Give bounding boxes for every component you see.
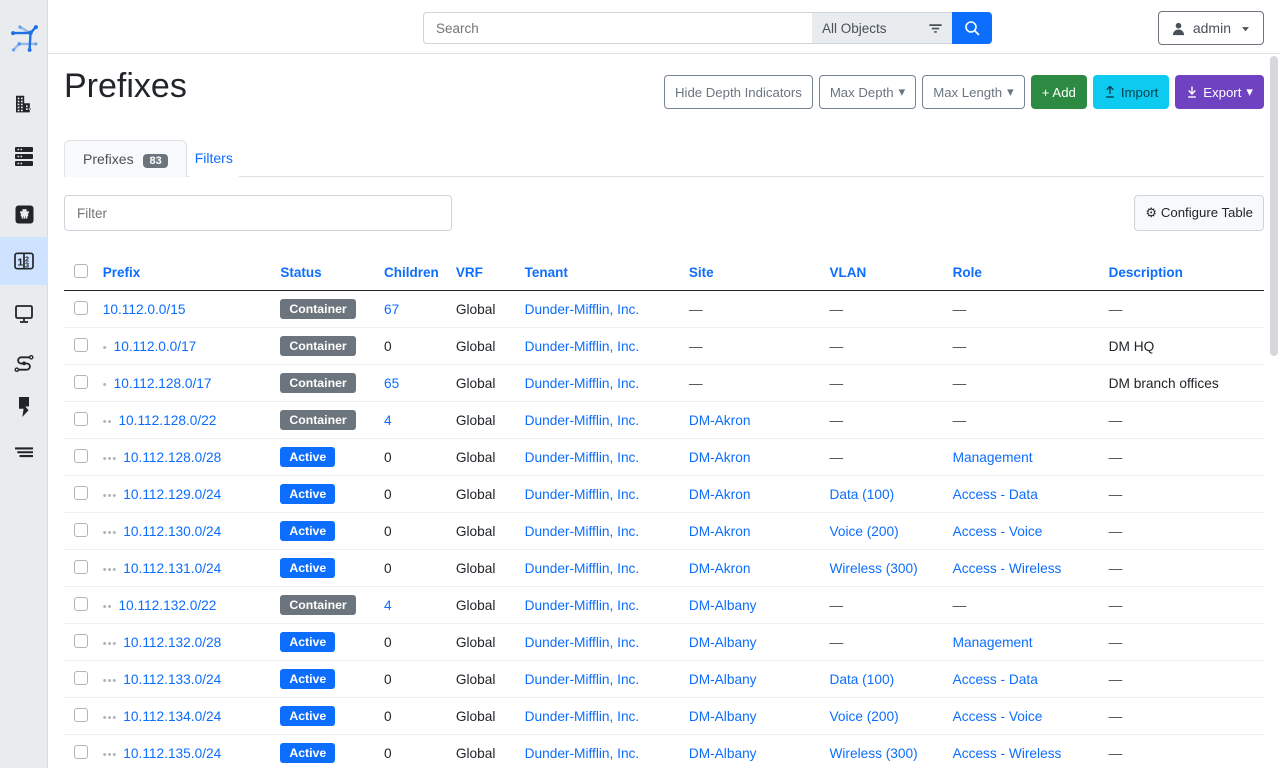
- svg-text:3: 3: [25, 260, 29, 269]
- svg-text:1: 1: [17, 256, 23, 268]
